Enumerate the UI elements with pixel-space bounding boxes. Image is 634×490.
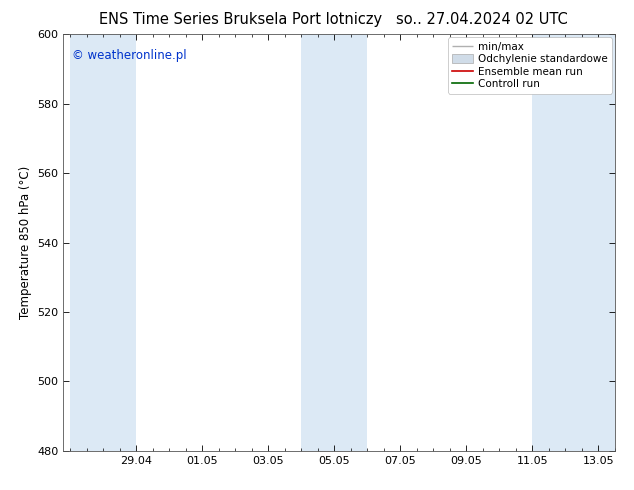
Bar bbox=[533, 34, 615, 451]
Bar bbox=[70, 34, 136, 451]
Y-axis label: Temperature 850 hPa (°C): Temperature 850 hPa (°C) bbox=[19, 166, 32, 319]
Text: ENS Time Series Bruksela Port lotniczy: ENS Time Series Bruksela Port lotniczy bbox=[100, 12, 382, 27]
Text: so.. 27.04.2024 02 UTC: so.. 27.04.2024 02 UTC bbox=[396, 12, 567, 27]
Bar bbox=[301, 34, 367, 451]
Legend: min/max, Odchylenie standardowe, Ensemble mean run, Controll run: min/max, Odchylenie standardowe, Ensembl… bbox=[448, 37, 612, 94]
Text: © weatheronline.pl: © weatheronline.pl bbox=[72, 49, 186, 62]
